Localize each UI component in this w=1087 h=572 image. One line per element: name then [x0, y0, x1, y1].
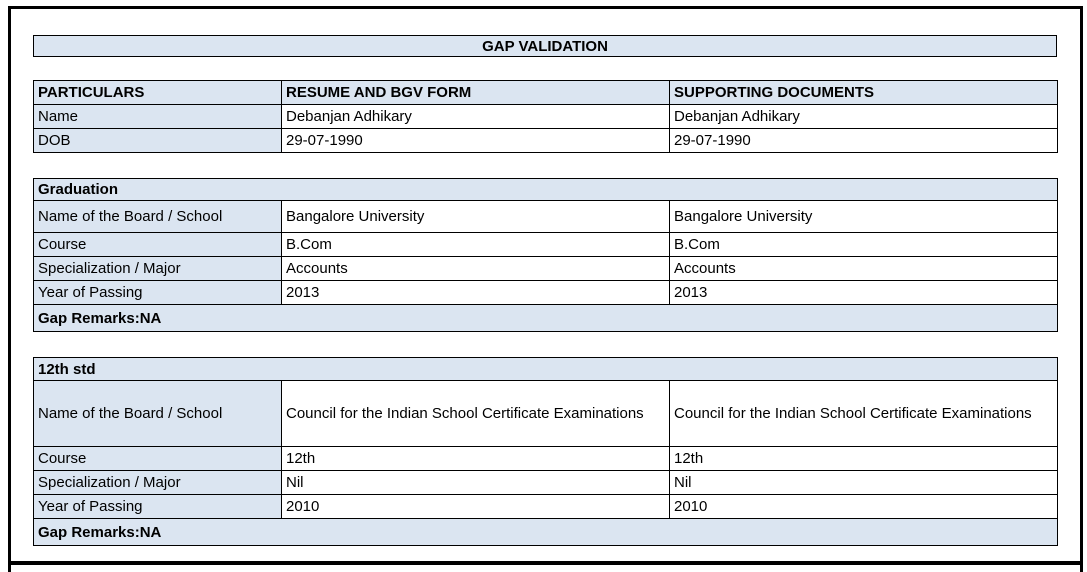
resume-cell: 29-07-1990: [281, 128, 670, 153]
label-cell: Specialization / Major: [33, 256, 282, 281]
table-row-specialization: Specialization / Major Accounts Accounts: [33, 256, 1059, 281]
table-row-year: Year of Passing 2010 2010: [33, 494, 1059, 519]
table-header-row: PARTICULARS RESUME AND BGV FORM SUPPORTI…: [33, 80, 1058, 105]
section-header-row: Graduation: [32, 178, 1059, 201]
supporting-cell: 12th: [668, 446, 1059, 471]
table-row-board: Name of the Board / School Council for t…: [33, 380, 1059, 447]
resume-cell: Accounts: [281, 256, 670, 281]
twelfth-std-table: 12th std Name of the Board / School Coun…: [32, 357, 1059, 546]
resume-cell: Debanjan Adhikary: [281, 104, 670, 129]
resume-cell: 12th: [281, 446, 670, 471]
table-row-dob: DOB 29-07-1990 29-07-1990: [33, 128, 1058, 153]
label-cell: Year of Passing: [33, 280, 282, 305]
section-header-row: 12th std: [32, 357, 1059, 381]
gap-remarks-row: Gap Remarks:NA: [32, 518, 1059, 546]
supporting-cell: Debanjan Adhikary: [669, 104, 1058, 129]
label-cell: Name: [33, 104, 282, 129]
supporting-cell: Bangalore University: [668, 200, 1059, 233]
resume-cell: Nil: [281, 470, 670, 495]
resume-cell: Council for the Indian School Certificat…: [281, 380, 670, 447]
header-resume: RESUME AND BGV FORM: [281, 80, 670, 105]
supporting-cell: Council for the Indian School Certificat…: [668, 380, 1059, 447]
label-cell: Name of the Board / School: [33, 380, 282, 447]
section-title: Graduation: [32, 178, 1059, 201]
bottom-section-divider: [10, 561, 1080, 565]
section-title: 12th std: [32, 357, 1059, 381]
resume-cell: 2010: [281, 494, 670, 519]
supporting-cell: 2010: [668, 494, 1059, 519]
table-row-year: Year of Passing 2013 2013: [33, 280, 1059, 305]
label-cell: Course: [33, 232, 282, 257]
label-cell: Specialization / Major: [33, 470, 282, 495]
page-title: GAP VALIDATION: [33, 35, 1057, 57]
table-row-board: Name of the Board / School Bangalore Uni…: [33, 200, 1059, 233]
page-border-right: [1080, 6, 1083, 572]
label-cell: Year of Passing: [33, 494, 282, 519]
gap-remarks: Gap Remarks:NA: [32, 304, 1059, 332]
graduation-table: Graduation Name of the Board / School Ba…: [32, 178, 1059, 332]
resume-cell: Bangalore University: [281, 200, 670, 233]
resume-cell-text: Council for the Indian School Certificat…: [286, 404, 644, 422]
gap-remarks: Gap Remarks:NA: [32, 518, 1059, 546]
page-border-top: [8, 6, 1083, 9]
table-row-specialization: Specialization / Major Nil Nil: [33, 470, 1059, 495]
label-cell: Name of the Board / School: [33, 200, 282, 233]
gap-remarks-row: Gap Remarks:NA: [32, 304, 1059, 332]
supporting-cell: Accounts: [668, 256, 1059, 281]
supporting-cell-text: Council for the Indian School Certificat…: [674, 404, 1032, 422]
supporting-cell: 29-07-1990: [669, 128, 1058, 153]
particulars-table: PARTICULARS RESUME AND BGV FORM SUPPORTI…: [33, 80, 1058, 153]
resume-cell: 2013: [281, 280, 670, 305]
label-cell: DOB: [33, 128, 282, 153]
supporting-cell: B.Com: [668, 232, 1059, 257]
resume-cell: B.Com: [281, 232, 670, 257]
supporting-cell: Nil: [668, 470, 1059, 495]
page-border-left: [8, 6, 11, 572]
header-particulars: PARTICULARS: [33, 80, 282, 105]
supporting-cell: 2013: [668, 280, 1059, 305]
label-cell: Course: [33, 446, 282, 471]
table-row-name: Name Debanjan Adhikary Debanjan Adhikary: [33, 104, 1058, 129]
table-row-course: Course 12th 12th: [33, 446, 1059, 471]
table-row-course: Course B.Com B.Com: [33, 232, 1059, 257]
header-supporting: SUPPORTING DOCUMENTS: [669, 80, 1058, 105]
